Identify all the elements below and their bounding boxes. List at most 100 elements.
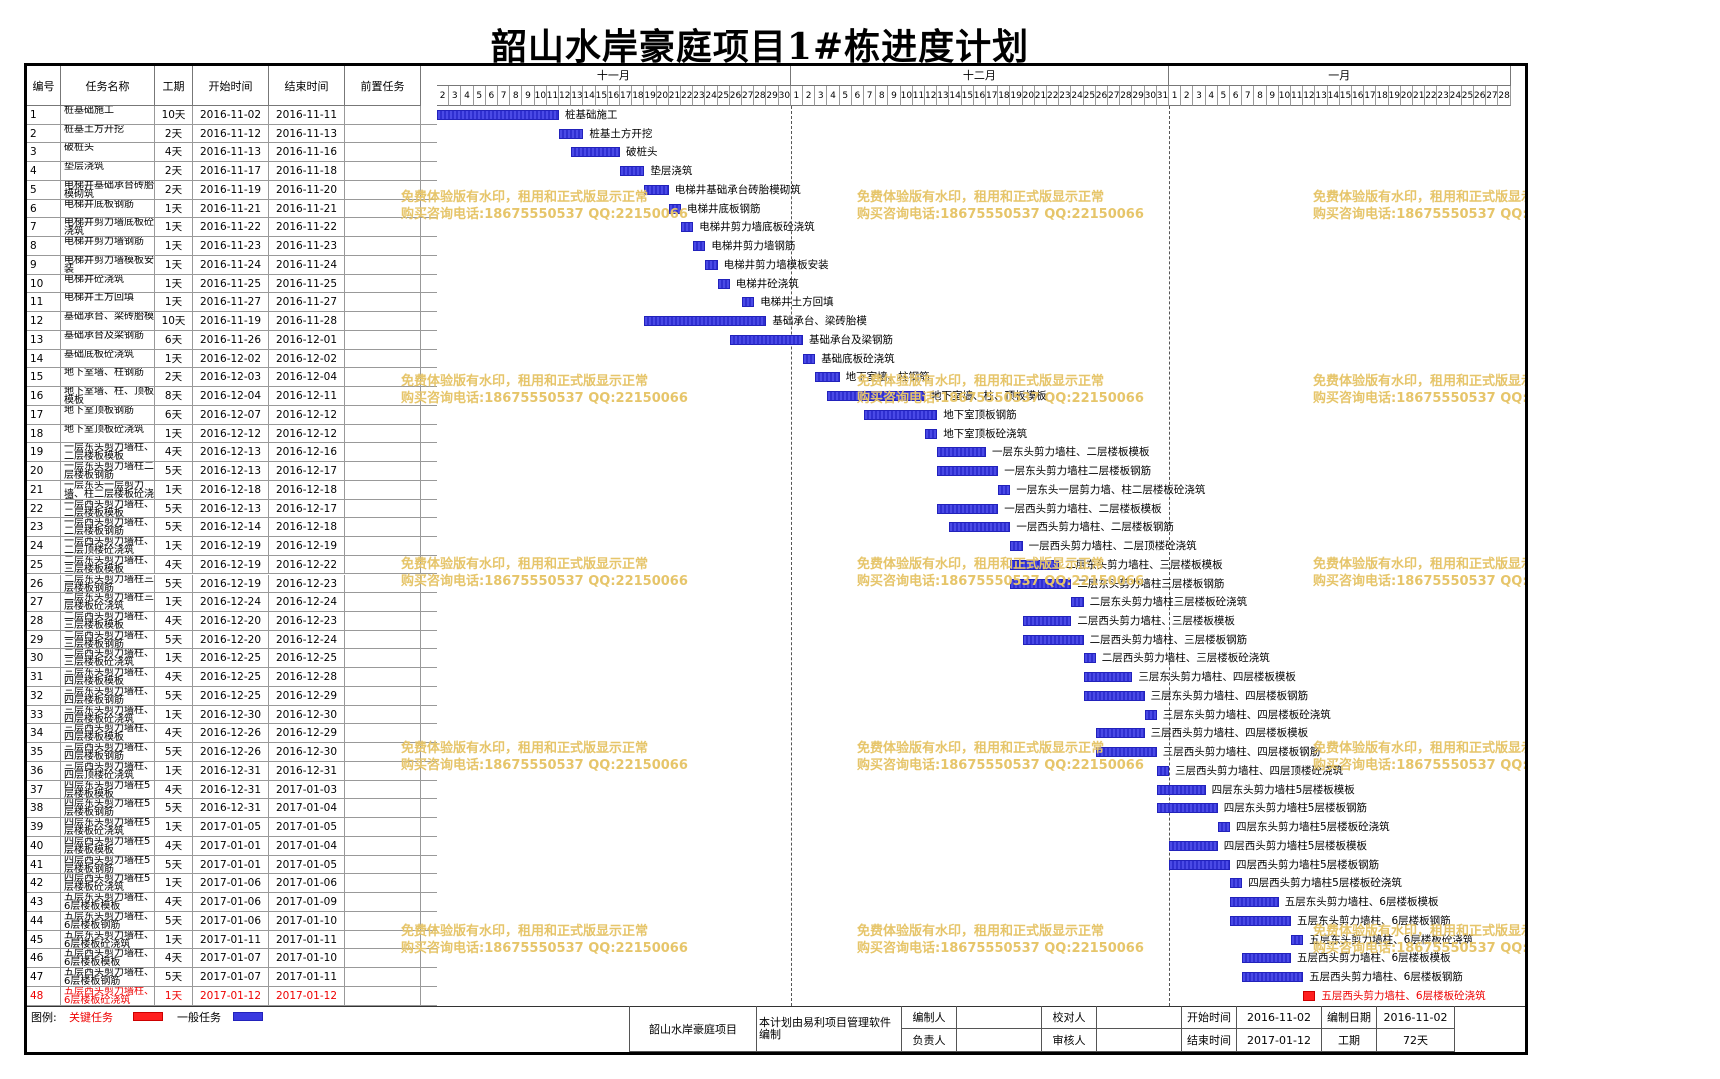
table-row: 44 五层东头剪力墙柱、6层楼板钢筋 5天 2017-01-06 2017-01-10 (27, 911, 437, 931)
gantt-bar[interactable] (681, 222, 694, 233)
task-duration: 1天 (155, 986, 193, 1005)
gantt-bar[interactable] (1169, 840, 1218, 851)
gantt-bar[interactable] (1156, 765, 1169, 776)
gantt-bar[interactable] (1242, 953, 1291, 964)
task-duration: 5天 (155, 462, 193, 480)
table-row: 6 电梯井底板钢筋 1天 2016-11-21 2016-11-21 (27, 199, 437, 219)
gantt-bar[interactable] (705, 259, 718, 270)
day-cell: 9 (1266, 86, 1279, 106)
gantt-bar[interactable] (1071, 597, 1084, 608)
gantt-bar[interactable] (644, 184, 669, 195)
task-start: 2017-01-01 (193, 855, 269, 874)
task-name: 电梯井基础承台砖胎模砌筑 (61, 180, 155, 199)
gantt-bar-label: 一层东头剪力墙柱、二层楼板模板 (992, 446, 1150, 459)
task-id: 33 (27, 705, 61, 724)
gantt-bar[interactable] (717, 278, 730, 289)
gantt-bar[interactable] (668, 203, 681, 214)
gantt-bar[interactable] (1095, 747, 1157, 758)
gantt-bar[interactable] (998, 484, 1011, 495)
gantt-bar[interactable] (815, 372, 840, 383)
gantt-bar[interactable] (1083, 653, 1096, 664)
col-header-duration: 工期 (155, 66, 193, 106)
day-cell: 15 (595, 86, 608, 106)
gantt-bar[interactable] (949, 522, 1011, 533)
table-row: 48 五层西头剪力墙柱、6层楼板砼浇筑 1天 2017-01-12 2017-01-12 (27, 986, 437, 1006)
watermark: 免费体验版有水印，租用和正式版显示正常购买咨询电话:18675550537 QQ… (401, 373, 688, 407)
day-cell: 22 (1425, 86, 1438, 106)
task-end: 2017-01-12 (269, 986, 345, 1005)
gantt-bar[interactable] (827, 391, 925, 402)
gantt-bar[interactable] (620, 166, 645, 177)
task-end: 2016-12-04 (269, 368, 345, 387)
task-end: 2016-12-25 (269, 649, 345, 668)
gantt-bar[interactable] (1022, 634, 1084, 645)
task-id: 29 (27, 630, 61, 649)
gantt-bar[interactable] (1242, 972, 1304, 983)
task-id: 15 (27, 368, 61, 387)
gantt-bar[interactable] (437, 110, 559, 120)
day-cell: 3 (1193, 86, 1206, 106)
task-end: 2016-11-27 (269, 293, 345, 312)
task-start: 2016-11-13 (193, 143, 269, 162)
task-pred (345, 949, 421, 968)
day-cell: 26 (1474, 86, 1487, 106)
gantt-bar[interactable] (1083, 672, 1133, 683)
gantt-bar[interactable] (1291, 934, 1304, 945)
gantt-bar[interactable] (729, 334, 803, 345)
gantt-bar[interactable] (1022, 615, 1072, 626)
gantt-bar[interactable] (937, 503, 999, 514)
gantt-bar[interactable] (1095, 728, 1145, 739)
gantt-bar[interactable] (1083, 690, 1145, 701)
task-name: 基础底板砼浇筑 (61, 349, 155, 368)
gantt-bar[interactable] (742, 297, 755, 308)
task-pred (345, 218, 421, 237)
gantt-bar[interactable] (571, 147, 620, 158)
gantt-bar[interactable] (1144, 709, 1157, 720)
task-end: 2017-01-04 (269, 836, 345, 855)
day-cell: 6 (485, 86, 498, 106)
gantt-bar[interactable] (644, 316, 767, 327)
table-row: 45 五层东头剪力墙柱、6层楼板砼浇筑 1天 2017-01-11 2017-01-11 (27, 930, 437, 950)
task-pred (345, 630, 421, 649)
task-start: 2016-11-19 (193, 180, 269, 199)
footer-owner-label: 负责人 (902, 1029, 957, 1052)
gantt-bar[interactable] (864, 409, 938, 420)
gantt-bar[interactable] (937, 447, 986, 458)
task-name: 一层东头一层剪力墙、柱二层楼板砼浇筑 (61, 480, 155, 499)
gantt-bar[interactable] (1230, 915, 1291, 926)
gantt-bar[interactable] (1230, 878, 1243, 889)
task-end: 2017-01-06 (269, 874, 345, 893)
watermark: 免费体验版有水印，租用和正式版显示正常购买咨询电话:18675550537 QQ… (401, 556, 688, 590)
gantt-bar[interactable] (1169, 859, 1230, 870)
gantt-bar[interactable] (1010, 559, 1060, 570)
task-start: 2016-11-25 (193, 274, 269, 293)
gantt-bar[interactable] (559, 128, 584, 139)
day-cell: 14 (949, 86, 962, 106)
gantt-bar[interactable] (1010, 578, 1072, 589)
task-pred (345, 668, 421, 686)
day-cell: 17 (1364, 86, 1377, 106)
gantt-bar[interactable] (803, 353, 816, 364)
gantt-bar[interactable] (693, 241, 706, 252)
task-duration: 5天 (155, 799, 193, 818)
task-end: 2016-12-01 (269, 330, 345, 349)
task-pred (345, 930, 421, 949)
gantt-bar[interactable] (1156, 803, 1218, 814)
gantt-bar[interactable] (1217, 822, 1230, 833)
task-id: 23 (27, 518, 61, 536)
task-duration: 5天 (155, 686, 193, 705)
table-row: 38 四层东头剪力墙柱5层楼板钢筋 5天 2016-12-31 2017-01-04 (27, 799, 437, 819)
gantt-bar[interactable] (1303, 990, 1316, 1001)
task-pred (345, 874, 421, 893)
task-duration: 5天 (155, 518, 193, 536)
table-row: 1 桩基础施工 10天 2016-11-02 2016-11-11 (27, 106, 437, 125)
gantt-bar[interactable] (1230, 897, 1279, 908)
footer-proofreader-value (1097, 1006, 1182, 1029)
gantt-bar[interactable] (925, 428, 938, 439)
day-cell: 28 (1498, 86, 1511, 106)
gantt-bar[interactable] (1010, 541, 1023, 552)
task-name: 二层西头剪力墙柱、三层楼板模板 (61, 611, 155, 630)
gantt-bar[interactable] (937, 466, 999, 477)
task-pred (345, 237, 421, 255)
gantt-bar[interactable] (1156, 784, 1206, 795)
